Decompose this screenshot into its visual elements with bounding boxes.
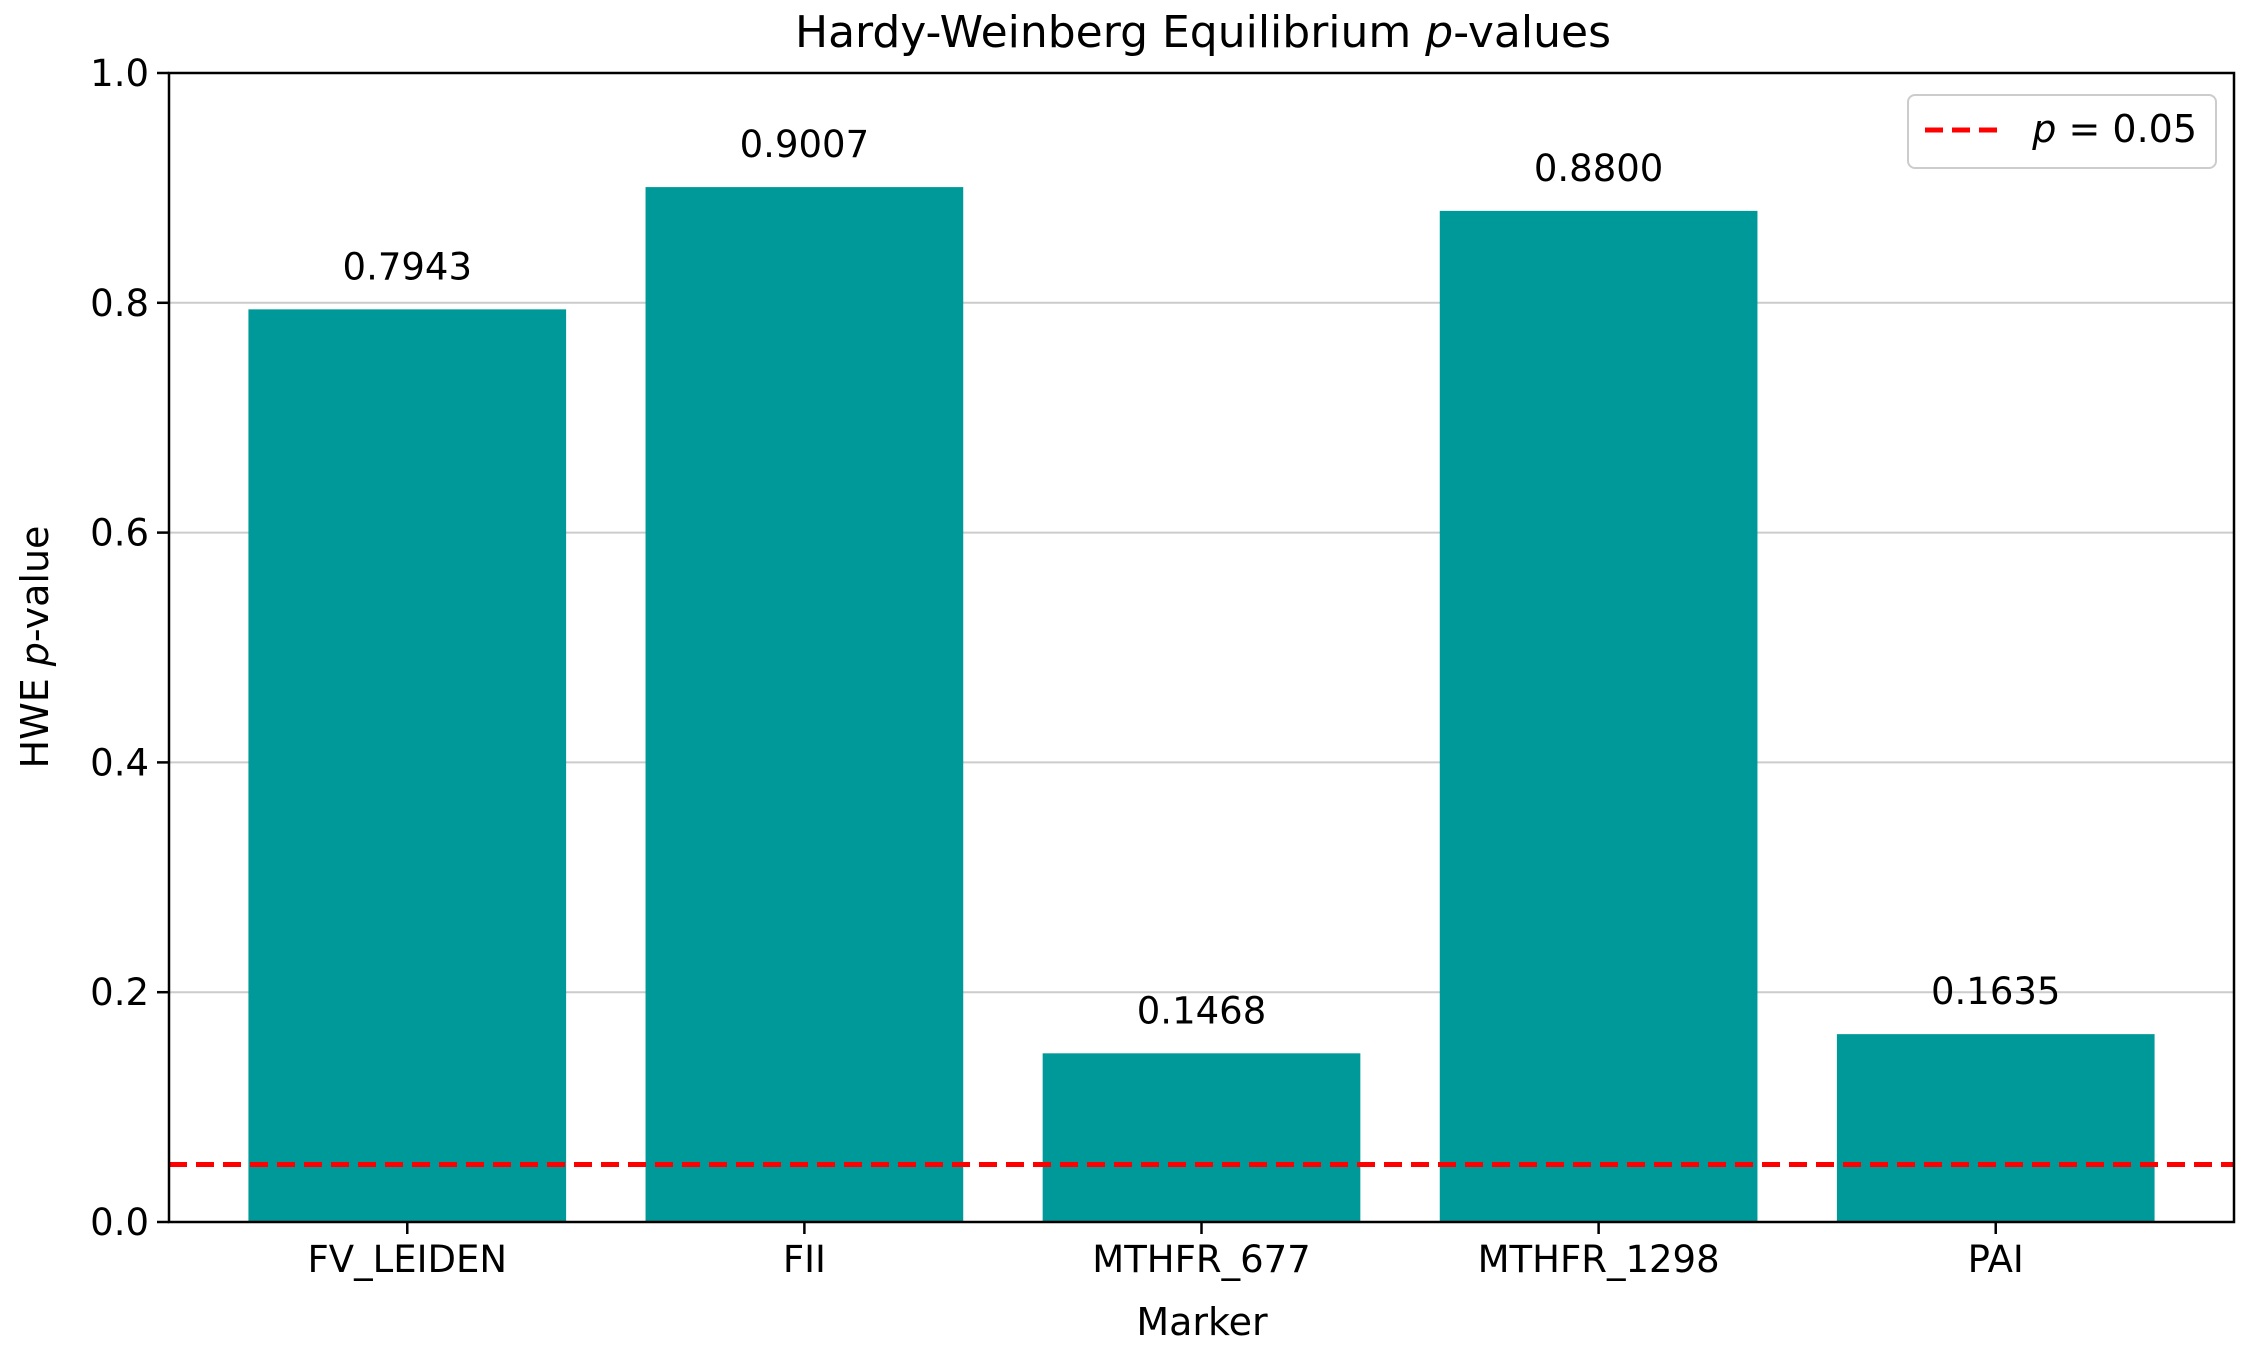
bar-mthfr-677 bbox=[1042, 1053, 1361, 1222]
bar-value-label: 0.7943 bbox=[343, 245, 472, 288]
plot-frame bbox=[167, 71, 2236, 1224]
x-tick-label: FII bbox=[783, 1238, 826, 1281]
bar-pai bbox=[1836, 1034, 2155, 1222]
bar-mthfr-1298 bbox=[1439, 210, 1758, 1222]
x-tick-label: PAI bbox=[1968, 1238, 2024, 1281]
x-tick-label: FV_LEIDEN bbox=[307, 1238, 507, 1281]
bar-value-label: 0.9007 bbox=[740, 123, 869, 166]
legend: p = 0.05 bbox=[1907, 94, 2217, 169]
y-axis-label: HWE p-value bbox=[13, 526, 57, 769]
x-tick-label: MTHFR_677 bbox=[1092, 1238, 1310, 1281]
ylabel-pre: HWE bbox=[13, 666, 57, 768]
title-post: -values bbox=[1453, 7, 1611, 58]
chart-title: Hardy-Weinberg Equilibrium p-values bbox=[795, 7, 1611, 58]
bar-value-label: 0.8800 bbox=[1534, 147, 1663, 190]
bars bbox=[248, 187, 2155, 1222]
bar-fii bbox=[645, 187, 964, 1222]
x-axis-label: Marker bbox=[1136, 1300, 1268, 1344]
y-tick-label: 0.2 bbox=[90, 971, 149, 1014]
ylabel-post: -value bbox=[13, 526, 57, 643]
bar-value-label: 0.1635 bbox=[1931, 970, 2060, 1013]
data-labels: 0.7943 0.9007 0.1468 0.8800 0.1635 bbox=[343, 123, 2061, 1032]
legend-box bbox=[1907, 94, 2217, 169]
ylabel-italic: p bbox=[13, 642, 57, 667]
x-tick-label: MTHFR_1298 bbox=[1478, 1238, 1720, 1281]
y-tick-label: 0.6 bbox=[90, 512, 149, 555]
y-tick-label: 1.0 bbox=[90, 52, 149, 95]
bar-value-label: 0.1468 bbox=[1137, 989, 1266, 1032]
x-axis-ticks: FV_LEIDEN FII MTHFR_677 MTHFR_1298 PAI bbox=[307, 1222, 2024, 1281]
y-tick-label: 0.0 bbox=[90, 1201, 149, 1244]
title-pre: Hardy-Weinberg Equilibrium bbox=[795, 7, 1425, 58]
bar-fv-leiden bbox=[248, 309, 567, 1222]
y-tick-label: 0.4 bbox=[90, 741, 149, 784]
legend-label-rest: = 0.05 bbox=[2056, 107, 2197, 151]
title-italic: p bbox=[1424, 7, 1453, 58]
y-tick-label: 0.8 bbox=[90, 282, 149, 325]
legend-label-italic: p bbox=[2031, 107, 2056, 151]
y-axis-ticks: 0.0 0.2 0.4 0.6 0.8 1.0 bbox=[90, 52, 169, 1244]
legend-label-threshold: p = 0.05 bbox=[2031, 107, 2197, 151]
